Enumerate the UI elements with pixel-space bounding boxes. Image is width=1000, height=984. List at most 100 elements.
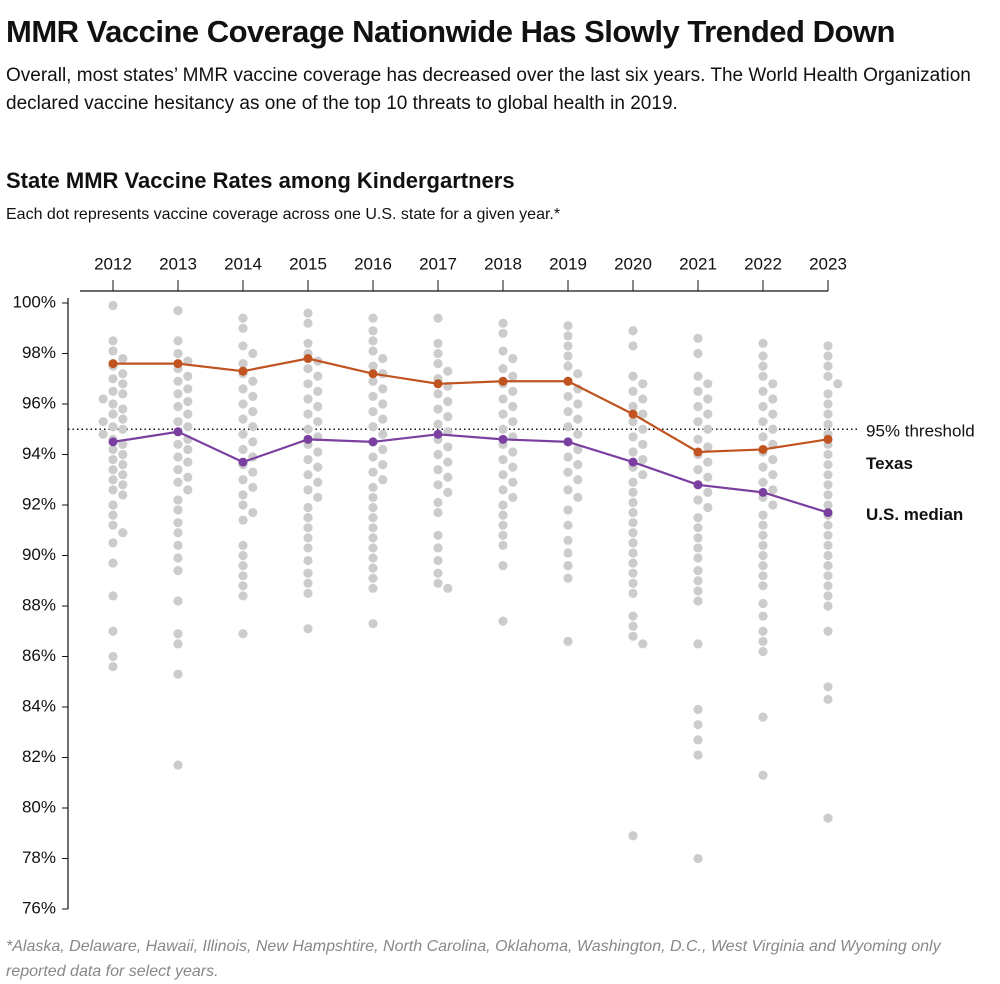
chart-subtitle: Each dot represents vaccine coverage acr… [6, 206, 561, 223]
state-dot [433, 530, 443, 540]
state-dot [498, 510, 508, 520]
state-dot [118, 439, 128, 449]
state-dot [108, 346, 118, 356]
state-dot [238, 500, 248, 510]
state-dot [628, 401, 638, 412]
state-dot [628, 631, 638, 641]
state-dot [173, 417, 183, 427]
x-tick-label: 2017 [419, 254, 457, 273]
state-dot [823, 550, 833, 561]
state-dot [118, 490, 128, 500]
state-dot [378, 399, 388, 409]
x-tick-label: 2019 [549, 254, 587, 273]
x-tick-label: 2018 [484, 254, 522, 273]
state-dot [443, 487, 453, 497]
state-dot [303, 454, 313, 465]
state-dot [368, 467, 378, 477]
series-line [112, 430, 829, 514]
state-dot [563, 520, 573, 530]
state-dot [443, 396, 453, 407]
state-dot [303, 338, 313, 348]
state-dot [238, 384, 248, 394]
state-dot [108, 386, 118, 396]
x-tick-label: 2023 [809, 254, 847, 273]
state-dot [313, 371, 323, 381]
state-dot [173, 540, 183, 550]
state-dot [183, 371, 193, 381]
x-tick-label: 2015 [289, 254, 327, 273]
state-dot [758, 351, 768, 361]
state-dot [703, 379, 713, 389]
state-dot [703, 424, 713, 434]
state-dot [628, 447, 638, 457]
state-dot [238, 515, 248, 525]
series-point [368, 369, 378, 379]
state-dot [758, 636, 768, 646]
state-dot [823, 399, 833, 409]
series-line [113, 357, 829, 454]
state-dot [173, 629, 183, 639]
state-dot [173, 639, 183, 649]
state-dot [573, 369, 583, 379]
state-dot [433, 359, 443, 369]
state-dot [108, 444, 118, 455]
series-label: U.S. median [866, 505, 963, 524]
state-dot [823, 520, 833, 530]
state-dot [758, 338, 768, 348]
state-dot [693, 333, 703, 343]
state-dot [628, 507, 638, 518]
state-dot [758, 361, 768, 371]
state-dot [758, 417, 768, 427]
state-dot [173, 495, 183, 505]
state-dot [498, 394, 508, 404]
y-tick-label: 80% [22, 797, 56, 816]
state-dot [108, 485, 118, 495]
y-tick-label: 94% [22, 444, 56, 463]
state-dot [703, 457, 713, 467]
state-dot [183, 409, 193, 419]
state-dot [303, 555, 313, 566]
state-dot [433, 497, 443, 508]
state-dot [303, 379, 313, 389]
state-dot [433, 578, 443, 588]
state-dot [758, 550, 768, 561]
state-dot [173, 505, 183, 515]
state-dot [628, 621, 638, 631]
state-dot [498, 454, 508, 465]
state-dot [433, 313, 443, 323]
state-dot [108, 662, 118, 672]
x-tick-label: 2016 [354, 254, 392, 273]
series-point [303, 354, 313, 364]
state-dot [693, 576, 703, 586]
state-dot [693, 543, 703, 553]
state-dot [768, 454, 778, 465]
state-dot [173, 518, 183, 528]
state-dot [563, 535, 573, 545]
series-point [823, 434, 833, 444]
state-dot [638, 424, 648, 434]
state-dot [758, 626, 768, 636]
state-dot [703, 394, 713, 404]
state-dot [693, 386, 703, 396]
state-dot [508, 353, 518, 364]
state-dot [173, 348, 183, 359]
state-dot [823, 561, 833, 571]
state-dot [443, 442, 453, 452]
state-dot [443, 412, 453, 422]
state-dot [238, 444, 248, 455]
state-dot [498, 561, 508, 571]
state-dot [443, 583, 453, 593]
state-dot [368, 619, 378, 629]
state-dot [108, 510, 118, 520]
state-dot [108, 626, 118, 636]
series-point [498, 434, 508, 444]
state-dot [368, 583, 378, 593]
state-dot [573, 444, 583, 455]
state-dot [378, 429, 388, 439]
state-dot [118, 470, 128, 480]
state-dot [823, 500, 833, 510]
footnote: *Alaska, Delaware, Hawaii, Illinois, New… [6, 938, 941, 980]
state-dot [693, 533, 703, 543]
state-dot [628, 538, 638, 548]
state-dot [248, 437, 258, 447]
